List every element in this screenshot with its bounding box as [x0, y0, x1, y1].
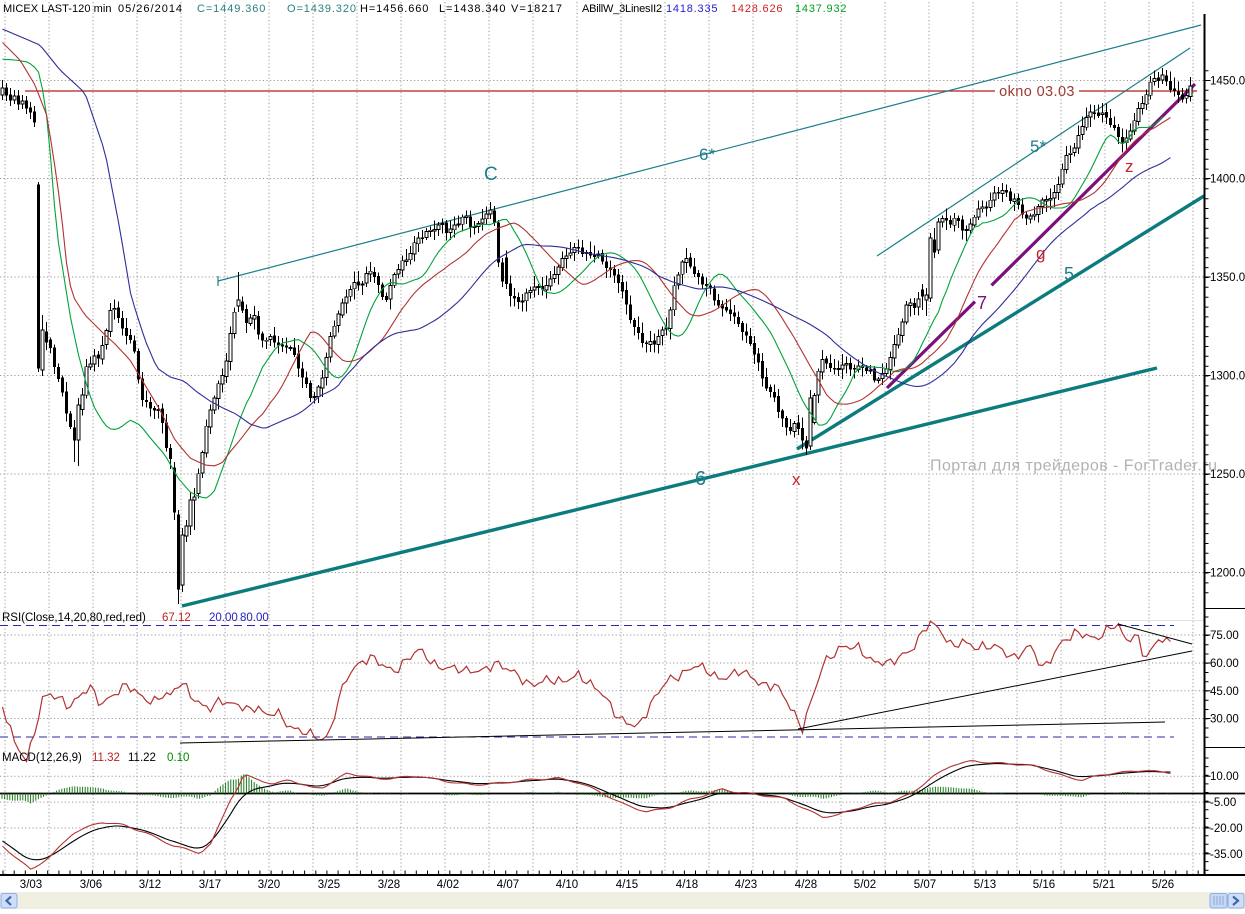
- svg-text:okno 03.03: okno 03.03: [999, 84, 1075, 100]
- svg-text:3/17: 3/17: [199, 879, 221, 891]
- svg-text:45.00: 45.00: [1210, 686, 1239, 698]
- svg-text:30.00: 30.00: [1210, 714, 1239, 726]
- svg-text:ABillW_3LinesII2: ABillW_3LinesII2: [582, 3, 662, 15]
- svg-text:L=1438.340: L=1438.340: [439, 3, 506, 15]
- svg-text:5/26: 5/26: [1152, 879, 1174, 891]
- svg-text:-35.00: -35.00: [1210, 849, 1243, 861]
- svg-text:05/26/2014: 05/26/2014: [118, 3, 183, 15]
- svg-text:5/21: 5/21: [1093, 879, 1115, 891]
- svg-text:Портал для трейдеров - ForTrad: Портал для трейдеров - ForTrader.ru: [930, 458, 1217, 475]
- svg-text:11.22: 11.22: [128, 752, 156, 764]
- svg-text:3/12: 3/12: [139, 879, 161, 891]
- svg-text:MICEX LAST-120 min: MICEX LAST-120 min: [3, 3, 112, 15]
- svg-text:5/02: 5/02: [854, 879, 876, 891]
- svg-text:4/07: 4/07: [497, 879, 519, 891]
- svg-text:O=1439.320: O=1439.320: [287, 3, 357, 15]
- svg-text:3/25: 3/25: [318, 879, 340, 891]
- svg-text:75.00: 75.00: [1210, 630, 1239, 642]
- svg-text:C: C: [484, 164, 498, 185]
- svg-text:1300.0: 1300.0: [1210, 371, 1245, 383]
- svg-text:5*: 5*: [1030, 137, 1046, 156]
- svg-text:10.00: 10.00: [1210, 771, 1239, 783]
- svg-text:4/02: 4/02: [437, 879, 459, 891]
- svg-text:5/07: 5/07: [914, 879, 936, 891]
- svg-text:1250.0: 1250.0: [1210, 469, 1245, 481]
- svg-text:MACD(12,26,9): MACD(12,26,9): [2, 752, 82, 764]
- svg-text:80.00: 80.00: [240, 612, 269, 624]
- svg-text:1437.932: 1437.932: [795, 3, 847, 15]
- svg-text:3/28: 3/28: [378, 879, 400, 891]
- svg-text:-5.00: -5.00: [1210, 797, 1236, 809]
- svg-text:3/03: 3/03: [20, 879, 42, 891]
- svg-text:1350.0: 1350.0: [1210, 272, 1245, 284]
- svg-text:1418.335: 1418.335: [666, 3, 718, 15]
- svg-text:3/20: 3/20: [258, 879, 280, 891]
- svg-text:60.00: 60.00: [1210, 658, 1239, 670]
- svg-text:x: x: [792, 470, 801, 489]
- svg-text:5/13: 5/13: [974, 879, 996, 891]
- svg-text:H=1456.660: H=1456.660: [360, 3, 429, 15]
- svg-text:1450.0: 1450.0: [1210, 76, 1245, 88]
- svg-text:4/28: 4/28: [795, 879, 817, 891]
- svg-text:-20.00: -20.00: [1210, 823, 1243, 835]
- svg-text:4/10: 4/10: [556, 879, 578, 891]
- svg-text:3/06: 3/06: [80, 879, 102, 891]
- svg-text:4/23: 4/23: [735, 879, 757, 891]
- svg-text:RSI(Close,14,20,80,red,red): RSI(Close,14,20,80,red,red): [2, 612, 146, 624]
- svg-text:6*: 6*: [699, 145, 715, 164]
- svg-text:4/18: 4/18: [676, 879, 698, 891]
- svg-text:V=18217: V=18217: [511, 3, 563, 15]
- svg-text:5: 5: [1064, 264, 1074, 284]
- svg-text:67.12: 67.12: [162, 612, 191, 624]
- svg-text:6: 6: [695, 468, 706, 490]
- svg-text:20.00: 20.00: [209, 612, 238, 624]
- svg-text:g: g: [1036, 244, 1045, 263]
- svg-text:C=1449.360: C=1449.360: [197, 3, 266, 15]
- svg-text:1428.626: 1428.626: [731, 3, 783, 15]
- svg-text:4/15: 4/15: [616, 879, 638, 891]
- svg-text:z: z: [1125, 157, 1134, 176]
- svg-text:11.32: 11.32: [92, 752, 120, 764]
- svg-text:1200.0: 1200.0: [1210, 568, 1245, 580]
- svg-text:7: 7: [977, 293, 987, 313]
- svg-text:0.10: 0.10: [167, 752, 189, 764]
- svg-text:1400.0: 1400.0: [1210, 174, 1245, 186]
- svg-text:5/16: 5/16: [1033, 879, 1055, 891]
